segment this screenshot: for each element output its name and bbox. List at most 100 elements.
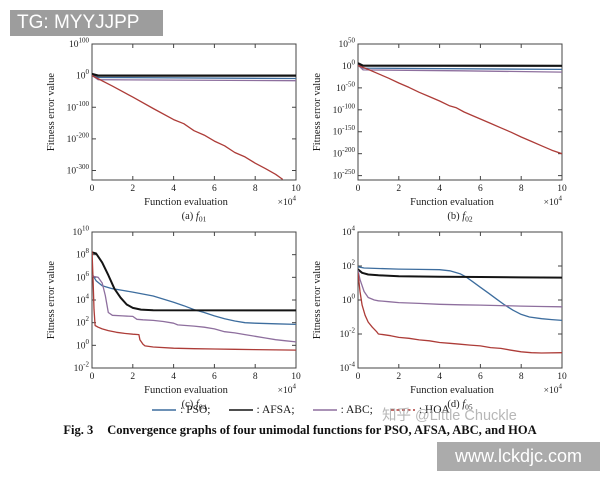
series-afsa-b (358, 62, 562, 67)
svg-text:10: 10 (557, 372, 567, 382)
svg-text:100: 100 (342, 293, 356, 307)
zhihu-watermark: 知乎 @Little Chuckle (382, 408, 517, 424)
series-hoa-c (92, 251, 296, 351)
svg-text:4: 4 (437, 184, 442, 194)
axes-d: 104 102 100 10-2 10-40 2 4 6 8 10 (340, 225, 567, 383)
svg-text:8: 8 (253, 184, 258, 194)
x-axis-label: Function evaluation (410, 385, 494, 396)
svg-text:10: 10 (291, 372, 301, 382)
svg-text:10-4: 10-4 (340, 361, 356, 375)
svg-text:2: 2 (396, 372, 401, 382)
svg-text:8: 8 (519, 372, 524, 382)
legend-item-abc: : ABC; (311, 404, 373, 416)
site-watermark-badge: www.lckdjc.com (437, 442, 600, 471)
legend-swatch-afsa (228, 409, 253, 411)
series-pso-d (358, 266, 562, 322)
tg-watermark-badge: TG: MYYJJPP (10, 10, 163, 36)
x-axis-multiplier: ×104 (544, 383, 563, 397)
series-group-b (358, 62, 562, 155)
series-abc-d (358, 270, 562, 308)
legend-swatch-hoa (390, 409, 415, 411)
convergence-chart-f01: 10100 100 10-100 10-200 10-300 0 2 4 6 8 10 Functio… (42, 34, 304, 224)
subplot-caption-a: (a) f01 (182, 211, 207, 222)
svg-text:100: 100 (76, 338, 90, 352)
legend-item-afsa: : AFSA; (227, 404, 295, 416)
svg-text:10-300: 10-300 (67, 163, 90, 177)
svg-text:0: 0 (90, 372, 95, 382)
svg-text:6: 6 (212, 372, 217, 382)
svg-text:0: 0 (356, 372, 361, 382)
svg-text:6: 6 (212, 184, 217, 194)
svg-text:10-200: 10-200 (67, 131, 90, 145)
svg-text:10-2: 10-2 (340, 327, 356, 341)
svg-text:4: 4 (171, 184, 176, 194)
x-axis-multiplier: ×104 (544, 195, 563, 209)
series-afsa-a (92, 72, 296, 77)
y-axis-label: Fitness error value (312, 261, 323, 339)
site-watermark-text: www.lckdjc.com (454, 446, 583, 466)
svg-text:0: 0 (90, 184, 95, 194)
y-axis-label: Fitness error value (46, 73, 57, 151)
x-axis-multiplier: ×104 (278, 195, 297, 209)
series-group-c (92, 251, 296, 351)
svg-text:2: 2 (396, 184, 401, 194)
y-axis-label: Fitness error value (46, 261, 57, 339)
svg-text:104: 104 (76, 293, 90, 307)
svg-text:10-50: 10-50 (336, 80, 355, 94)
convergence-chart-f05: 104 102 100 10-2 10-4 0 2 4 6 8 10 Function evaluat… (308, 222, 570, 412)
series-afsa-d (358, 268, 562, 279)
svg-text:10-200: 10-200 (333, 146, 356, 160)
convergence-chart-f02: 1050 100 10-50 10-100 10-150 10-200 10-250 0 2 4 6… (308, 34, 570, 224)
series-abc-b (358, 64, 562, 73)
svg-text:10-2: 10-2 (74, 361, 90, 375)
svg-text:0: 0 (356, 184, 361, 194)
figure-legend: : PSO; : AFSA; : ABC; : HOA (0, 404, 600, 416)
svg-text:2: 2 (130, 184, 135, 194)
series-group-a (92, 72, 296, 180)
svg-text:104: 104 (342, 225, 356, 239)
svg-text:6: 6 (478, 184, 483, 194)
convergence-chart-f04: 1010 108 106 104 102 100 10-2 0 2 4 6 8 10 Function e… (42, 222, 304, 412)
x-axis-label: Function evaluation (144, 197, 228, 208)
svg-text:1050: 1050 (339, 37, 356, 51)
legend-label-hoa: : HOA (418, 404, 450, 416)
legend-item-hoa: : HOA (389, 404, 450, 416)
svg-text:4: 4 (437, 372, 442, 382)
svg-text:100: 100 (342, 58, 356, 72)
svg-text:10100: 10100 (69, 37, 90, 51)
subplot-caption-b: (b) f02 (447, 211, 473, 222)
svg-text:102: 102 (342, 259, 356, 273)
subplot-caption-d: (d) f05 (447, 399, 473, 410)
x-axis-label: Function evaluation (410, 197, 494, 208)
figure-caption-text: Convergence graphs of four unimodal func… (107, 423, 537, 437)
series-afsa-c (92, 251, 296, 312)
chart-svg-d: 104 102 100 10-2 10-40 2 4 6 8 10 Function evaluat… (312, 225, 567, 412)
subplot-caption-c: (c) f04 (182, 399, 207, 410)
series-pso-c (92, 273, 296, 326)
svg-text:10: 10 (291, 184, 301, 194)
svg-text:100: 100 (76, 68, 90, 82)
legend-swatch-abc (312, 409, 337, 411)
svg-text:6: 6 (478, 372, 483, 382)
axes-c: 1010 108 106 104 102 100 10-20 2 4 6 8 10 (73, 225, 302, 383)
legend-swatch-pso (152, 409, 177, 411)
svg-text:10-150: 10-150 (333, 124, 356, 138)
chart-svg-c: 1010 108 106 104 102 100 10-20 2 4 6 8 10 Function e… (46, 225, 302, 412)
svg-text:108: 108 (76, 247, 90, 260)
x-axis-label: Function evaluation (144, 385, 228, 396)
svg-text:10-100: 10-100 (333, 102, 356, 116)
svg-text:10: 10 (557, 184, 567, 194)
series-hoa-d (358, 272, 562, 354)
series-abc-c (92, 275, 296, 343)
legend-label-abc: : ABC; (340, 404, 373, 416)
legend-item-pso: : PSO; (150, 404, 211, 416)
svg-text:8: 8 (519, 184, 524, 194)
x-axis-multiplier: ×104 (278, 383, 297, 397)
tg-watermark-text: TG: MYYJJPP (17, 12, 140, 33)
figure-caption-number: Fig. 3 (63, 423, 94, 437)
